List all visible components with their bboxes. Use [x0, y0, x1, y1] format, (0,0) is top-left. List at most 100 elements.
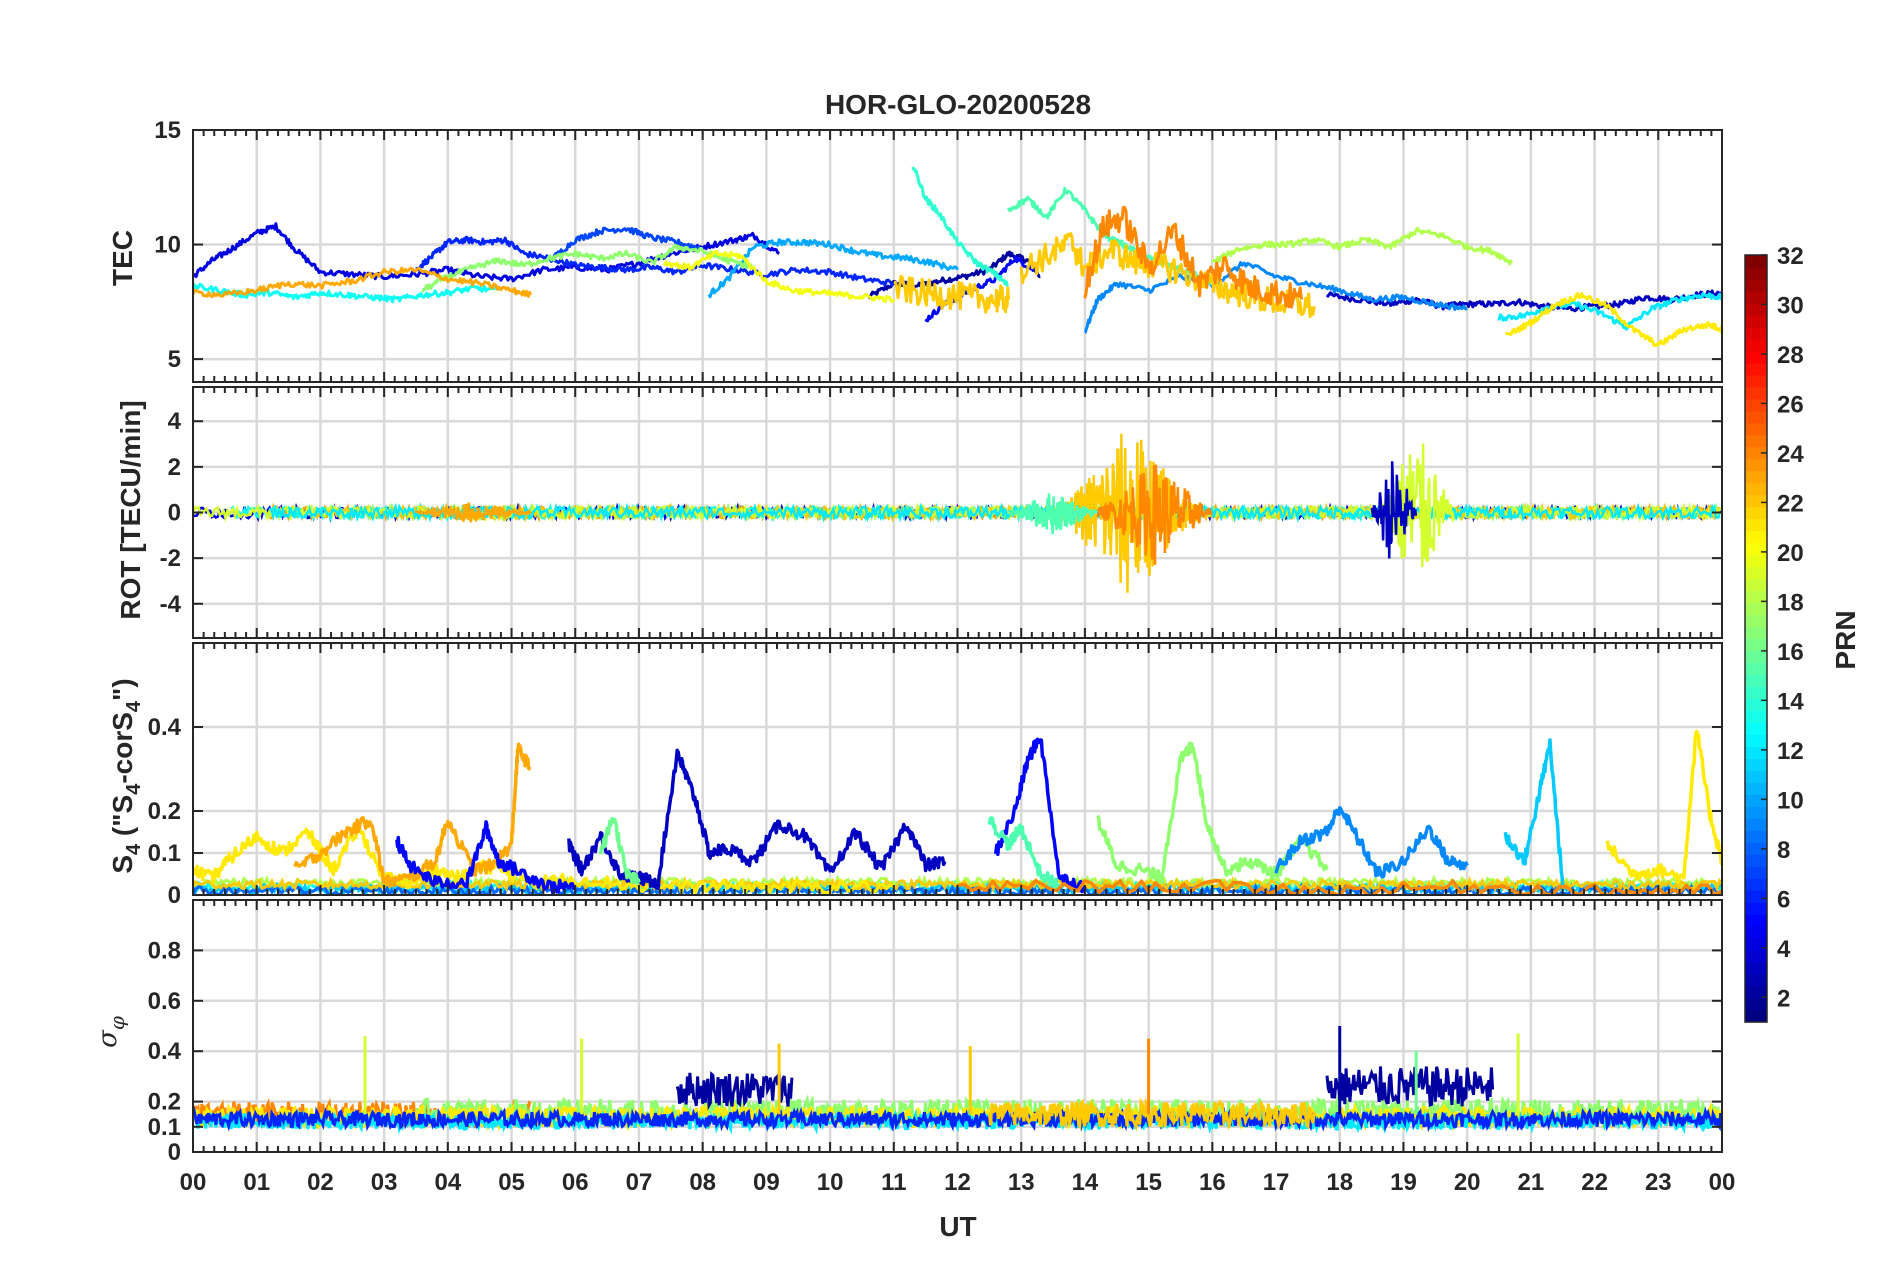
tec-series-line — [1084, 261, 1468, 334]
s4-panel: 0 0.1 0.2 0.4 — [148, 642, 1723, 909]
x-axis-label: UT — [939, 1211, 976, 1242]
x-tick-label: 19 — [1390, 1169, 1417, 1196]
colorbar-tick-label: 8 — [1777, 837, 1790, 864]
colorbar-segment — [1745, 866, 1767, 879]
colorbar-tick-label: 28 — [1777, 342, 1804, 369]
colorbar-segment — [1745, 554, 1767, 568]
colorbar-segment — [1745, 302, 1767, 316]
tec-series-line — [193, 266, 533, 299]
rot-burst-line — [1058, 433, 1201, 593]
colorbar-segment — [1745, 974, 1767, 987]
colorbar-segment — [1745, 878, 1767, 891]
x-tick-label: 22 — [1581, 1169, 1608, 1196]
s4-axis-label: S4 ("S4-corS4") — [107, 678, 145, 873]
colorbar-segment — [1745, 794, 1767, 807]
rot-burst-line — [414, 502, 532, 523]
colorbar-segment — [1745, 662, 1767, 676]
x-tick-label: 05 — [498, 1169, 525, 1196]
tec-panel: 5 10 15 — [154, 117, 1723, 383]
data-layer — [193, 433, 1722, 593]
colorbar-segment — [1745, 638, 1767, 652]
colorbar-segment — [1745, 410, 1767, 424]
colorbar-segment — [1745, 578, 1767, 592]
tec-series-line — [911, 166, 1010, 288]
tec-series-line — [1505, 292, 1722, 347]
colorbar-tick-label: 2 — [1777, 985, 1790, 1012]
rot-axis-label: ROT [TECU/min] — [115, 400, 146, 619]
colorbar-segment — [1745, 698, 1767, 711]
colorbar-segment — [1745, 926, 1767, 939]
colorbar-segment — [1745, 950, 1767, 963]
colorbar-segment — [1745, 434, 1767, 448]
figure-title: HOR-GLO-20200528 — [825, 89, 1091, 120]
s4-series-line — [293, 742, 532, 888]
tec-series-line — [707, 238, 959, 299]
y-tick-label: 0.4 — [148, 1038, 182, 1065]
x-tick-label: 00 — [1709, 1169, 1736, 1196]
s4-series-line — [1274, 806, 1469, 879]
x-tick-label: 06 — [562, 1169, 589, 1196]
colorbar-segment — [1745, 458, 1767, 472]
sigma-band-line — [675, 1071, 794, 1111]
colorbar-segment — [1745, 350, 1767, 364]
colorbar-segment — [1745, 674, 1767, 688]
colorbar-frame — [1744, 254, 1768, 1023]
tec-series-line — [1083, 205, 1303, 309]
sigma-phi-axis-label: σφ — [93, 1016, 129, 1048]
colorbar-tick-label: 18 — [1777, 589, 1804, 616]
sigma-band-line — [193, 1106, 1722, 1133]
colorbar-segment — [1745, 338, 1767, 352]
x-tick-label: 04 — [434, 1169, 461, 1196]
x-tick-label: 07 — [626, 1169, 653, 1196]
y-tick-label: 15 — [154, 117, 181, 144]
s4-series-line — [957, 878, 1722, 895]
tec-series-line — [893, 274, 1010, 314]
rot-baseline-line — [269, 502, 1721, 523]
colorbar-segment — [1745, 266, 1767, 280]
colorbar-tick-label: 14 — [1777, 688, 1804, 715]
tec-series-line — [193, 222, 780, 283]
colorbar-tick-label: 12 — [1777, 738, 1804, 765]
tec-series-line — [1211, 226, 1514, 266]
colorbar-segment — [1745, 326, 1767, 340]
colorbar-tick-label: 26 — [1777, 391, 1804, 418]
colorbar-segment — [1745, 986, 1767, 999]
colorbar-segment — [1745, 626, 1767, 640]
tec-series-line — [548, 226, 704, 263]
s4-series-line — [987, 816, 1061, 893]
colorbar-segment — [1745, 590, 1767, 604]
x-axis-tick-labels: 00 01 02 03 04 05 06 07 08 09 10 11 12 13 14 15 16 17 18 19… — [180, 1169, 1736, 1196]
colorbar-tick-label: 6 — [1777, 886, 1790, 913]
y-tick-label: 0.8 — [148, 937, 181, 964]
colorbar-segment — [1745, 830, 1767, 843]
rot-burst-line — [1007, 493, 1099, 535]
colorbar-segment — [1745, 854, 1767, 867]
colorbar-tick-label: 30 — [1777, 292, 1804, 319]
colorbar-segment — [1745, 806, 1767, 819]
x-tick-label: 18 — [1326, 1169, 1353, 1196]
colorbar-segment — [1745, 494, 1767, 508]
y-tick-label: 0.1 — [148, 1114, 181, 1141]
colorbar-segment — [1745, 902, 1767, 915]
tec-axis-label: TEC — [107, 230, 138, 286]
colorbar-segment — [1745, 482, 1767, 496]
colorbar-tick-label: 4 — [1777, 936, 1791, 963]
colorbar-segment — [1745, 506, 1767, 520]
colorbar-segment — [1745, 278, 1767, 292]
colorbar-segment — [1745, 650, 1767, 664]
x-tick-label: 15 — [1135, 1169, 1162, 1196]
x-tick-label: 23 — [1645, 1169, 1672, 1196]
rot-burst-line — [1370, 461, 1418, 559]
x-tick-label: 01 — [243, 1169, 270, 1196]
colorbar-segment — [1745, 398, 1767, 412]
colorbar-label: PRN — [1830, 610, 1861, 669]
x-tick-label: 12 — [944, 1169, 971, 1196]
colorbar-segment — [1745, 602, 1767, 616]
svg-text:σφ: σφ — [93, 1016, 129, 1048]
tec-series-line — [1325, 289, 1722, 313]
y-tick-label: 0 — [168, 882, 181, 909]
colorbar-segment — [1745, 890, 1767, 903]
x-tick-label: 03 — [371, 1169, 398, 1196]
